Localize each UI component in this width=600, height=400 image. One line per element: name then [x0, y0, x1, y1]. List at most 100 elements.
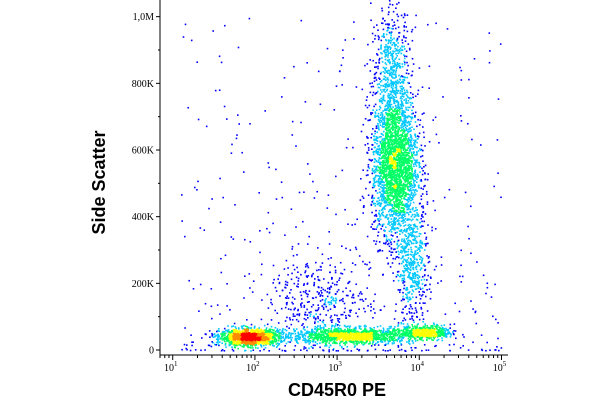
data-point [372, 338, 374, 341]
data-point [336, 338, 338, 340]
data-point [378, 212, 380, 214]
data-point [394, 196, 396, 199]
data-point [391, 339, 393, 341]
data-point [407, 157, 409, 160]
data-point [365, 325, 367, 328]
data-point [429, 326, 432, 329]
data-point [302, 323, 304, 325]
data-point [384, 215, 387, 218]
data-point [247, 334, 250, 336]
data-point [405, 102, 407, 104]
data-point [399, 192, 401, 195]
data-point [382, 223, 385, 226]
data-point [215, 338, 218, 340]
data-point [383, 199, 385, 201]
data-point [414, 174, 417, 176]
data-point [251, 343, 253, 346]
data-point [405, 138, 407, 141]
data-point [212, 341, 214, 344]
data-point [356, 339, 359, 342]
data-point [412, 175, 415, 177]
data-point [358, 342, 360, 344]
data-point [369, 332, 372, 335]
data-point [402, 230, 405, 232]
data-point [414, 209, 417, 212]
data-point [234, 337, 236, 339]
data-point [426, 178, 429, 181]
data-point [229, 341, 232, 343]
data-point [331, 335, 334, 338]
data-point [355, 342, 357, 345]
data-point [366, 137, 369, 139]
data-point [220, 333, 222, 335]
data-point [400, 344, 403, 346]
data-point [394, 232, 397, 234]
data-point [239, 344, 242, 347]
data-point [407, 102, 409, 104]
data-point [248, 339, 251, 341]
data-point [374, 146, 376, 149]
data-point [394, 113, 397, 115]
data-point [244, 339, 247, 342]
data-point [367, 174, 369, 176]
data-point [336, 332, 339, 334]
data-point [379, 114, 382, 116]
data-point [373, 186, 375, 188]
data-point [388, 141, 390, 144]
data-point [238, 340, 241, 343]
data-point [322, 333, 325, 336]
data-point [387, 173, 390, 176]
data-point [374, 169, 377, 171]
data-point [350, 341, 353, 343]
data-point [383, 181, 385, 184]
data-point [377, 152, 379, 154]
data-point [428, 327, 431, 330]
data-point [334, 331, 337, 334]
data-point [440, 334, 442, 336]
data-point [236, 337, 239, 339]
data-point [376, 153, 379, 156]
data-point [229, 331, 232, 334]
data-point [410, 231, 412, 234]
data-point [257, 337, 259, 340]
data-point [339, 337, 342, 339]
data-point [410, 148, 412, 150]
data-point [228, 331, 231, 334]
data-point [400, 332, 403, 335]
data-point [380, 161, 383, 164]
data-point [400, 152, 402, 154]
data-point [364, 327, 366, 329]
data-point [324, 340, 326, 342]
data-point [407, 174, 410, 177]
data-point [447, 333, 449, 335]
data-point [381, 199, 383, 202]
data-point [394, 204, 396, 206]
data-point [402, 222, 404, 224]
data-point [443, 327, 445, 330]
data-point [241, 335, 244, 338]
data-point [278, 334, 280, 336]
data-point [409, 189, 412, 191]
data-point [247, 332, 249, 334]
data-point [389, 200, 391, 202]
data-point [417, 176, 419, 178]
data-point [354, 326, 357, 329]
data-point [218, 328, 220, 330]
data-point [414, 121, 417, 123]
data-point [334, 330, 336, 333]
data-point [237, 336, 240, 338]
data-point [380, 150, 383, 152]
data-point [378, 144, 380, 147]
data-point [393, 120, 395, 122]
data-point [426, 335, 429, 337]
data-point [447, 330, 449, 332]
data-point [382, 151, 385, 153]
data-point [344, 331, 347, 334]
data-point [334, 338, 337, 341]
data-point [316, 325, 319, 328]
data-point [364, 144, 367, 146]
data-point [372, 150, 375, 153]
data-point [371, 336, 373, 339]
data-point [254, 344, 257, 347]
data-point [385, 184, 388, 186]
